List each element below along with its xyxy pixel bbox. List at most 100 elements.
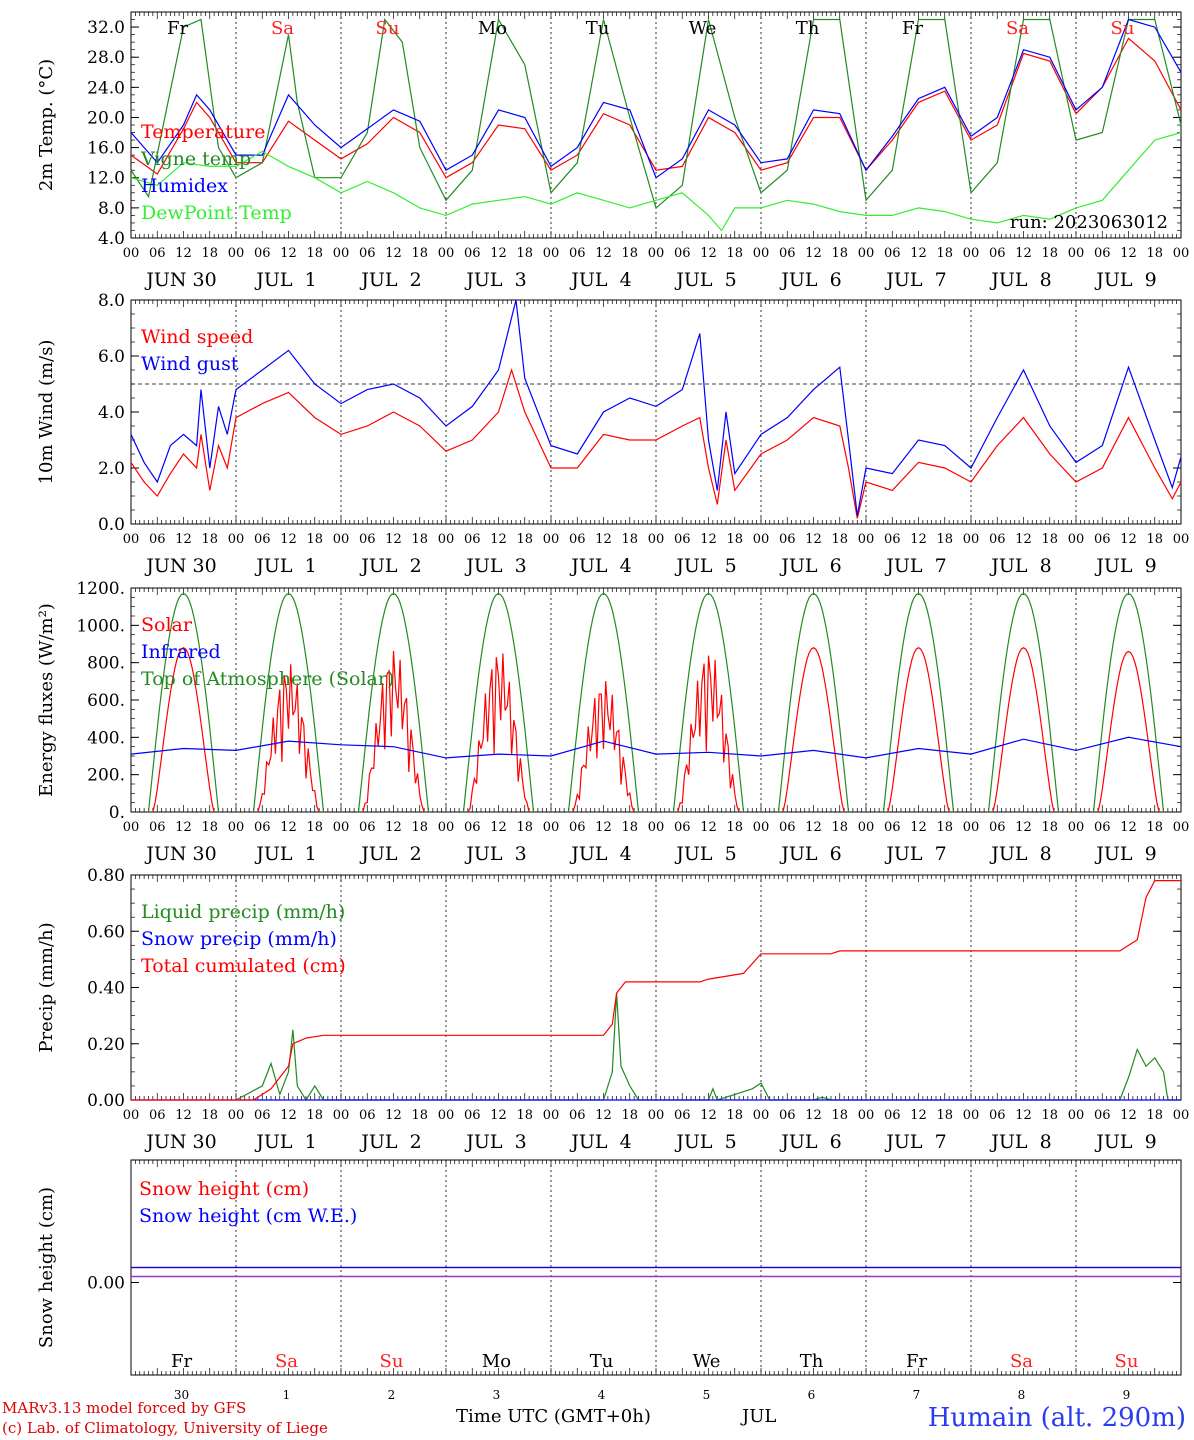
hour-tick-label: 18 (306, 1108, 323, 1123)
date-label: JUL 6 (779, 843, 841, 865)
hour-tick-label: 12 (910, 532, 927, 547)
hour-tick-label: 12 (910, 246, 927, 261)
date-label: JUL 1 (254, 1131, 316, 1153)
y-tick-label: 8.0 (98, 199, 125, 219)
hour-tick-label: 06 (989, 1108, 1006, 1123)
hour-tick-label: 12 (1015, 1108, 1032, 1123)
toa-solar-day-9 (987, 592, 1060, 813)
day-name-bottom: Sa (1010, 1351, 1033, 1372)
hour-tick-label: 00 (333, 820, 350, 835)
hour-tick-label: 18 (621, 246, 638, 261)
hour-tick-label: 00 (333, 532, 350, 547)
panel-4 (130, 874, 1182, 1102)
hour-tick-label: 00 (858, 820, 875, 835)
hour-tick-label: 18 (411, 246, 428, 261)
legend-entry: Humidex (141, 175, 228, 197)
toa-solar-day-5 (567, 592, 640, 813)
hour-tick-label: 18 (411, 1108, 428, 1123)
day-name-bottom: Th (800, 1351, 824, 1372)
y-tick-label: 0.00 (87, 1091, 125, 1111)
hour-tick-label: 06 (464, 246, 481, 261)
time-axis-title: Time UTC (GMT+0h) (456, 1406, 651, 1427)
hour-tick-label: 12 (700, 532, 717, 547)
hour-tick-label: 18 (621, 820, 638, 835)
hour-tick-label: 12 (595, 532, 612, 547)
hour-tick-label: 00 (753, 820, 770, 835)
legend-entry: Top of Atmosphere (Solar) (141, 668, 394, 690)
date-label: JUL 1 (254, 555, 316, 577)
day-number: 8 (1018, 1388, 1026, 1402)
legend-entry: DewPoint Temp (141, 202, 292, 224)
panel-5 (130, 1159, 1182, 1376)
hour-tick-label: 18 (831, 820, 848, 835)
legend-entry: Wind speed (141, 326, 253, 348)
date-label: JUL 8 (989, 843, 1051, 865)
hour-tick-label: 00 (963, 532, 980, 547)
hour-tick-label: 18 (726, 1108, 743, 1123)
hour-tick-label: 12 (175, 1108, 192, 1123)
panel-1 (130, 11, 1182, 239)
hour-tick-label: 18 (306, 532, 323, 547)
panel-2 (130, 299, 1182, 525)
hour-tick-label: 18 (516, 1108, 533, 1123)
toa-solar-day-3 (357, 592, 430, 813)
hour-tick-label: 06 (569, 820, 586, 835)
hour-tick-label: 06 (779, 820, 796, 835)
solar-day-4 (467, 653, 530, 813)
toa-solar-day-1 (147, 592, 220, 813)
y-tick-label: 0. (109, 803, 125, 823)
date-label: JUN 30 (144, 269, 216, 291)
hour-tick-label: 00 (648, 532, 665, 547)
hour-tick-label: 12 (1015, 532, 1032, 547)
date-label: JUL 2 (359, 1131, 421, 1153)
hour-tick-label: 12 (700, 820, 717, 835)
toa-solar-day-10 (1092, 592, 1165, 813)
hour-tick-label: 06 (989, 246, 1006, 261)
hour-tick-label: 12 (490, 246, 507, 261)
hour-tick-label: 06 (359, 532, 376, 547)
toa-solar-day-7 (777, 592, 850, 813)
hour-tick-label: 00 (438, 532, 455, 547)
y-tick-label: 1000. (76, 616, 125, 636)
day-name-top: Sa (1006, 18, 1029, 39)
legend-entry: Infrared (141, 641, 221, 663)
hour-tick-label: 06 (989, 820, 1006, 835)
day-number: 1 (283, 1388, 291, 1402)
date-label: JUL 6 (779, 555, 841, 577)
hour-tick-label: 12 (1015, 246, 1032, 261)
hour-tick-label: 06 (149, 532, 166, 547)
hour-tick-label: 18 (1041, 532, 1058, 547)
hour-tick-label: 18 (1041, 1108, 1058, 1123)
hour-tick-label: 00 (1173, 820, 1190, 835)
date-label: JUL 1 (254, 843, 316, 865)
date-label: JUL 9 (1094, 555, 1156, 577)
hour-tick-label: 00 (543, 1108, 560, 1123)
hour-tick-label: 00 (753, 246, 770, 261)
hour-tick-label: 18 (306, 820, 323, 835)
month-label: JUL (742, 1406, 777, 1427)
hour-tick-label: 06 (569, 532, 586, 547)
day-name-top: Th (796, 18, 820, 39)
hour-tick-label: 06 (359, 820, 376, 835)
infrared-line (130, 736, 1182, 759)
day-name-top: Su (1111, 18, 1135, 39)
date-label: JUL 5 (674, 555, 736, 577)
hour-tick-label: 12 (280, 820, 297, 835)
hour-tick-label: 06 (464, 532, 481, 547)
solar-day-3 (362, 650, 425, 813)
hour-tick-label: 06 (359, 1108, 376, 1123)
y-tick-label: 400. (87, 728, 125, 748)
hour-tick-label: 18 (306, 246, 323, 261)
date-label: JUL 4 (569, 555, 631, 577)
date-label: JUN 30 (144, 1131, 216, 1153)
hour-tick-label: 06 (254, 532, 271, 547)
hour-tick-label: 00 (1068, 1108, 1085, 1123)
hour-tick-label: 12 (385, 820, 402, 835)
hour-tick-label: 00 (123, 246, 140, 261)
date-label: JUL 4 (569, 1131, 631, 1153)
hour-tick-label: 00 (1173, 246, 1190, 261)
date-label: JUL 8 (989, 269, 1051, 291)
hour-tick-label: 12 (385, 532, 402, 547)
date-label: JUL 3 (464, 269, 526, 291)
hour-tick-label: 18 (726, 532, 743, 547)
